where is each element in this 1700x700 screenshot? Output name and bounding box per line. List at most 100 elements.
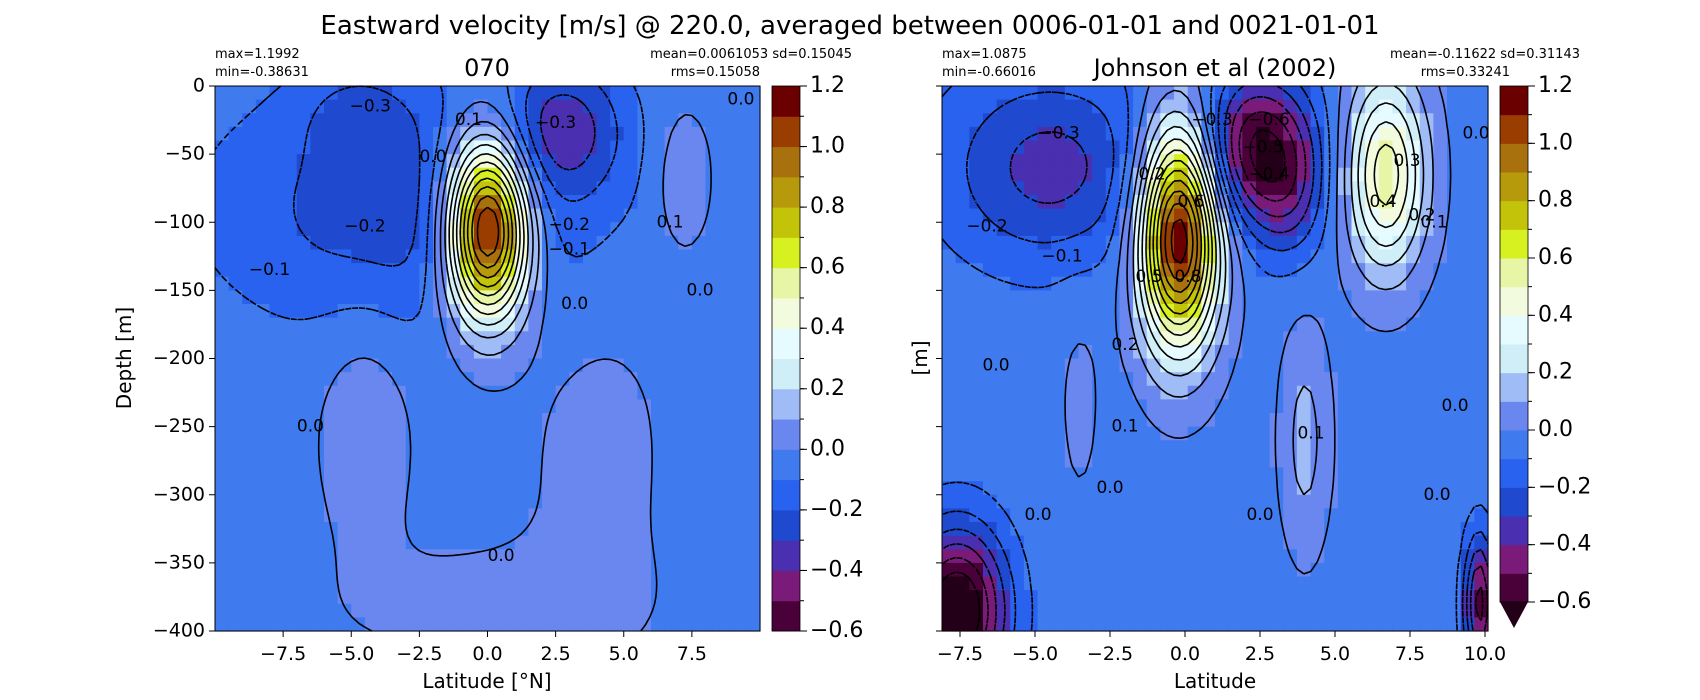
field-cell [1174,535,1189,550]
field-cell [255,344,271,360]
field-cell [651,222,666,237]
contour-label: 0.1 [1297,423,1324,443]
field-cell [1337,481,1353,496]
field-cell [691,481,707,496]
field-cell [996,467,1011,482]
field-cell [460,426,475,441]
field-cell [473,535,489,550]
field-cell [1283,113,1298,128]
field-cell [569,562,584,578]
field-cell [1474,440,1489,455]
field-cell [528,590,543,605]
field-cell [460,440,475,455]
field-cell [1119,535,1134,550]
field-cell [1078,86,1093,101]
field-cell [242,535,257,550]
field-cell [296,481,311,496]
field-cell [1255,208,1271,223]
field-cell [664,304,679,319]
field-cell [1255,440,1271,455]
field-cell [351,263,366,278]
field-cell [255,208,271,223]
contour-label: 0.0 [488,546,515,566]
field-cell [1474,208,1489,223]
field-cell [473,562,489,578]
field-cell [1215,235,1230,251]
field-cell [637,154,652,169]
field-cell [1201,508,1216,523]
field-cell [1351,576,1366,591]
field-cell [942,290,957,305]
field-cell [337,535,352,550]
field-cell [501,399,516,414]
field-cell [392,317,407,332]
field-cell [215,113,230,128]
field-cell [228,154,243,169]
field-cell [1105,372,1121,387]
right-max-stat: max=1.0875 [942,47,1027,62]
field-cell [1023,399,1039,414]
field-cell [487,208,502,223]
field-cell [705,508,720,523]
field-cell [269,617,284,632]
field-cell [1433,413,1448,428]
field-cell [569,508,584,523]
field-cell [215,508,230,523]
field-cell [296,399,311,414]
field-cell [1269,235,1284,251]
field-cell [678,222,693,237]
field-cell [1460,276,1475,291]
field-cell [637,576,652,591]
field-cell [1174,440,1189,455]
field-cell [215,181,230,196]
field-cell [569,549,584,564]
field-cell [392,276,407,291]
field-cell [269,276,284,291]
field-cell [378,494,393,509]
field-cell [310,522,325,537]
field-cell [691,99,707,114]
field-cell [1406,440,1421,455]
field-cell [1037,317,1052,332]
field-cell [555,154,570,169]
field-cell [542,126,557,142]
field-cell [691,617,707,632]
field-cell [364,576,380,591]
field-cell [392,562,407,578]
field-cell [405,522,420,537]
field-cell [582,426,598,441]
field-cell [487,508,502,523]
field-cell [705,154,720,169]
field-cell [996,508,1011,523]
field-cell [1310,249,1325,264]
field-cell [269,344,284,360]
field-cell [1119,467,1134,482]
field-cell [1092,222,1107,237]
field-cell [1105,86,1121,101]
field-cell [732,426,747,441]
field-cell [255,263,271,278]
field-cell [1078,263,1093,278]
field-cell [255,385,271,400]
field-cell [1378,617,1394,632]
field-cell [446,562,461,578]
field-cell [296,603,311,618]
field-cell [364,494,380,509]
field-cell [705,535,720,550]
field-cell [942,276,957,291]
field-cell [1119,494,1134,509]
field-cell [691,140,707,155]
field-cell [651,372,666,387]
contour-label: 0.0 [727,90,754,110]
field-cell [705,235,720,251]
field-cell [1160,535,1175,550]
field-cell [732,576,747,591]
field-cell [569,181,584,196]
field-cell [596,522,611,537]
field-cell [1283,590,1298,605]
field-cell [1283,508,1298,523]
field-cell [283,181,298,196]
colorbar-segment [772,267,800,299]
field-cell [732,222,747,237]
field-cell [1105,99,1121,114]
